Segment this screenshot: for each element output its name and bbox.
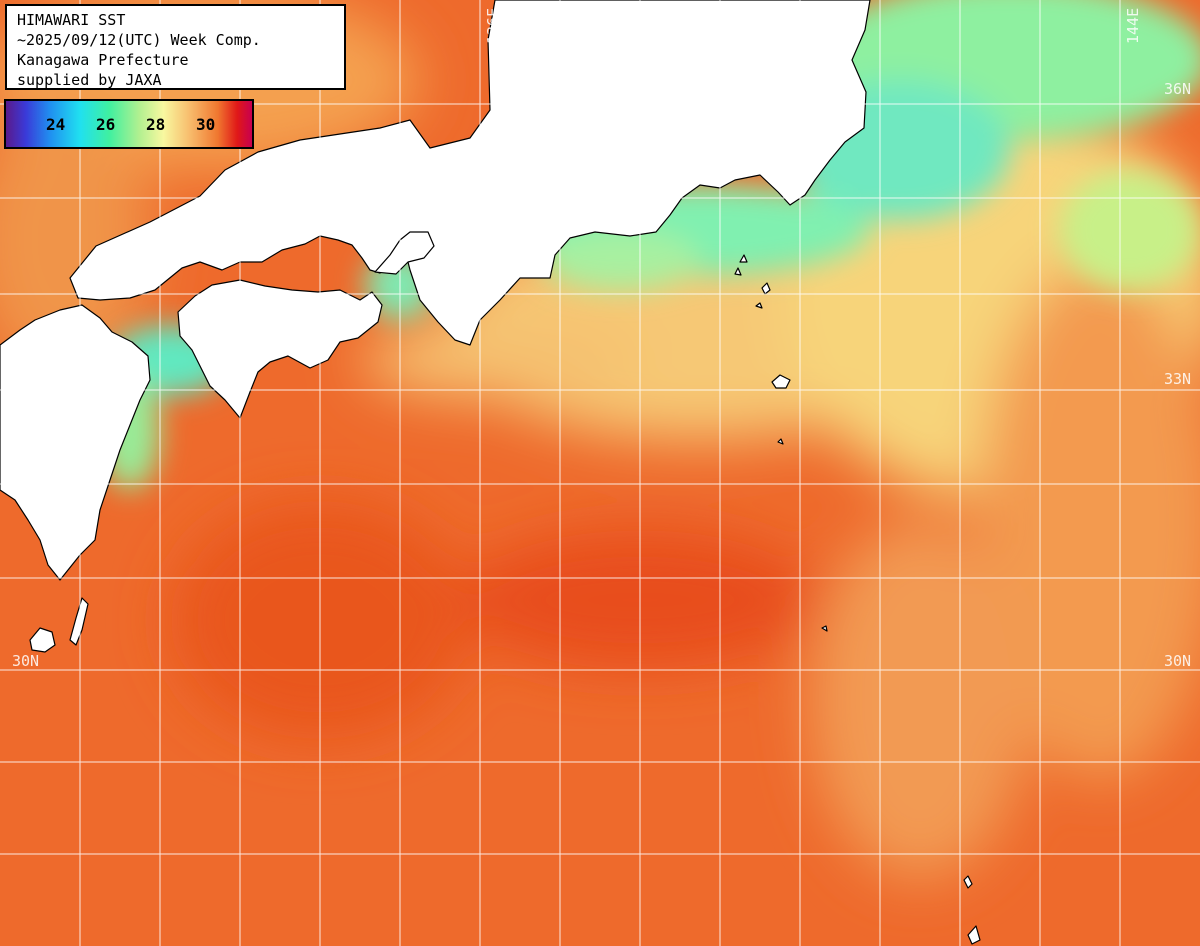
land-small-7 [821,625,828,632]
info-date: ~2025/09/12(UTC) Week Comp. [17,31,261,49]
land-small-3 [734,267,742,276]
info-title: HIMAWARI SST [17,11,126,29]
lat-label-36n: 36N [1164,80,1192,98]
lon-label-144e: 144E [1124,7,1142,44]
scale-tick-26: 26 [96,115,116,134]
land-tanegashima [69,597,89,646]
land-small-4 [777,438,784,445]
land-hachijo [761,282,771,295]
temperature-color-scale: 24 26 28 30 [4,99,254,149]
land-small-1 [755,302,763,309]
land-small-5 [967,925,981,945]
land-awaji [374,231,435,275]
land-small-2 [739,254,748,263]
land-honshu [69,0,871,346]
lat-label-30n-right: 30N [1164,652,1192,670]
land-yakushima [29,627,56,653]
scale-tick-30: 30 [196,115,216,134]
land-masses [0,0,981,945]
lat-label-33n: 33N [1164,370,1192,388]
land-izu-oshima [771,374,791,389]
lat-label-30n-left: 30N [12,652,40,670]
land-kyushu [0,304,151,581]
land-shikoku [177,279,383,419]
lon-label-136e: 136E [484,7,502,44]
info-source: supplied by JAXA [17,71,162,89]
land-small-6 [963,875,973,889]
scale-tick-24: 24 [46,115,66,134]
info-region: Kanagawa Prefecture [17,51,189,69]
map-info-box: HIMAWARI SST ~2025/09/12(UTC) Week Comp.… [5,4,346,90]
scale-tick-28: 28 [146,115,166,134]
